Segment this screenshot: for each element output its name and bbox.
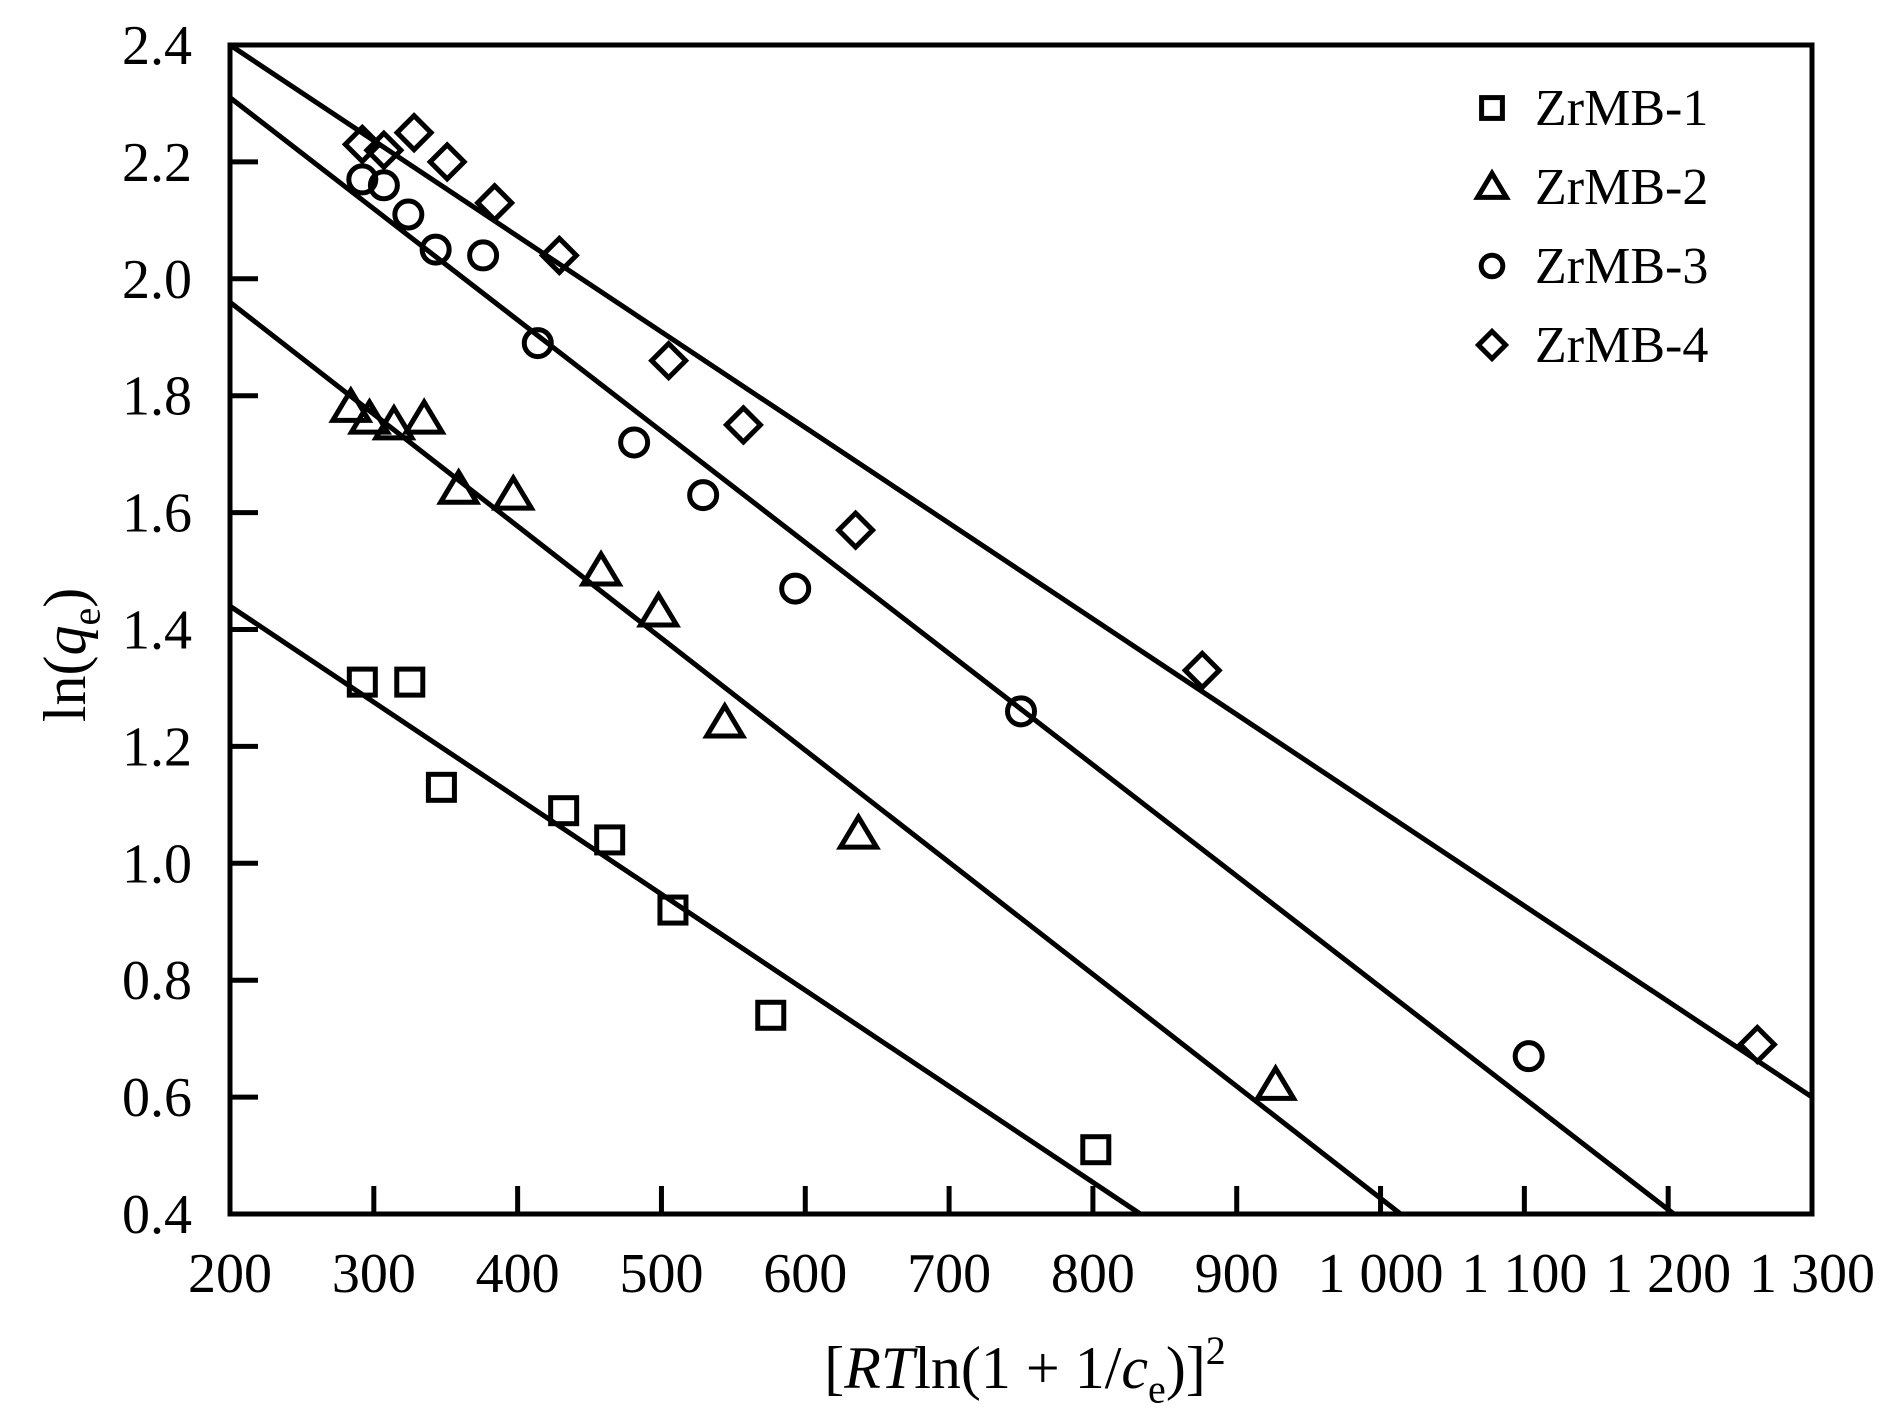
marker-square xyxy=(346,666,378,698)
x-tick-label: 600 xyxy=(763,1243,847,1305)
marker-triangle xyxy=(1253,1063,1298,1101)
marker-circle xyxy=(687,479,720,512)
axis-title-part: e xyxy=(63,608,108,626)
marker-square xyxy=(657,894,689,926)
legend-entry: ZrMB-1 xyxy=(1479,80,1708,137)
marker-triangle xyxy=(836,812,881,850)
marker-triangle xyxy=(371,403,417,441)
marker-circle xyxy=(367,169,400,202)
axis-title-part: [ xyxy=(824,1335,844,1401)
marker-diamond xyxy=(426,141,468,183)
x-tick-label: 700 xyxy=(907,1243,991,1305)
y-tick-label: 2.0 xyxy=(122,249,192,311)
x-tick-label: 800 xyxy=(1051,1243,1135,1305)
y-tick-label: 1.0 xyxy=(122,833,192,895)
legend-label: ZrMB-4 xyxy=(1535,317,1708,374)
legend-entry: ZrMB-4 xyxy=(1474,317,1708,374)
legend: ZrMB-1 ZrMB-2 ZrMB-3 ZrMB-4 xyxy=(1473,80,1708,374)
marker-square xyxy=(594,824,626,856)
marker-triangle xyxy=(401,397,447,435)
fit-line-ZrMB-2 xyxy=(228,300,1403,1216)
axis-title-part: RT xyxy=(843,1335,918,1401)
x-tick-label: 500 xyxy=(619,1243,703,1305)
x-tick-label: 1 100 xyxy=(1461,1243,1587,1305)
legend-label: ZrMB-1 xyxy=(1535,80,1708,137)
legend-entry: ZrMB-3 xyxy=(1478,238,1708,295)
axis-title-part: ln(1 + 1/ xyxy=(914,1335,1121,1401)
marker-triangle xyxy=(328,385,374,423)
series-ZrMB-4 xyxy=(341,112,1778,1066)
marker-diamond xyxy=(341,123,383,165)
fit-line-ZrMB-3 xyxy=(228,95,1676,1216)
axis-title-part: ln( xyxy=(32,656,98,723)
marker-circle xyxy=(618,426,651,459)
marker-circle xyxy=(346,163,379,196)
axis-title-part: c xyxy=(1121,1335,1148,1401)
marker-square xyxy=(425,771,457,803)
legend-marker-square xyxy=(1479,95,1505,121)
marker-square xyxy=(548,795,580,827)
marker-circle xyxy=(1005,695,1037,728)
series-ZrMB-3 xyxy=(346,163,1545,1073)
x-tick-label: 200 xyxy=(188,1243,272,1305)
marker-diamond xyxy=(835,509,877,551)
legend-marker-triangle xyxy=(1473,168,1511,200)
marker-triangle xyxy=(702,701,748,739)
marker-diamond xyxy=(363,129,405,171)
y-tick-label: 0.4 xyxy=(122,1184,192,1246)
marker-diamond xyxy=(474,182,516,224)
marker-diamond xyxy=(1181,649,1223,691)
marker-diamond xyxy=(722,404,764,446)
marker-circle xyxy=(1512,1040,1545,1073)
x-tick-label: 1 000 xyxy=(1318,1243,1444,1305)
x-tick-label: 900 xyxy=(1195,1243,1279,1305)
legend-label: ZrMB-2 xyxy=(1535,159,1708,216)
marker-diamond xyxy=(648,340,690,382)
y-tick-label: 1.4 xyxy=(122,600,192,662)
x-tick-label: 1 200 xyxy=(1605,1243,1731,1305)
legend-marker-diamond xyxy=(1474,327,1510,363)
marker-circle xyxy=(521,327,554,360)
legend-entry: ZrMB-2 xyxy=(1473,159,1708,216)
y-tick-label: 1.2 xyxy=(122,716,192,778)
y-axis-title: ln(qe) xyxy=(32,588,108,722)
marker-circle xyxy=(779,572,812,605)
marker-diamond xyxy=(393,112,435,154)
series-ZrMB-1 xyxy=(346,666,1112,1166)
axis-title-part: q xyxy=(32,626,98,656)
marker-circle xyxy=(392,198,425,231)
marker-triangle xyxy=(636,590,681,628)
legend-label: ZrMB-3 xyxy=(1535,238,1708,295)
y-tick-label: 1.8 xyxy=(122,366,192,428)
x-tick-label: 1 300 xyxy=(1749,1243,1875,1305)
y-tick-label: 0.6 xyxy=(122,1067,192,1129)
x-axis-title: [RTln(1 + 1/ce)]2 xyxy=(824,1328,1226,1404)
series-ZrMB-2 xyxy=(328,385,1298,1101)
legend-marker-circle xyxy=(1478,252,1506,280)
x-tick-label: 400 xyxy=(476,1243,560,1305)
axis-title-part: 2 xyxy=(1206,1328,1226,1373)
marker-diamond xyxy=(538,234,580,276)
y-tick-label: 1.6 xyxy=(122,483,192,545)
marker-triangle xyxy=(578,549,624,587)
marker-triangle xyxy=(347,397,392,435)
y-tick-label: 2.2 xyxy=(122,132,192,194)
marker-circle xyxy=(419,233,452,266)
y-tick-label: 0.8 xyxy=(122,950,192,1012)
x-tick-label: 300 xyxy=(332,1243,416,1305)
marker-triangle xyxy=(490,473,536,511)
marker-circle xyxy=(467,239,500,272)
axis-title-part: ) xyxy=(32,588,98,608)
y-tick-label: 2.4 xyxy=(122,15,192,77)
axis-title-part: )] xyxy=(1166,1335,1206,1401)
marker-square xyxy=(755,999,787,1031)
axis-title-part: e xyxy=(1148,1366,1166,1404)
marker-diamond xyxy=(1736,1023,1778,1066)
marker-triangle xyxy=(436,467,482,505)
marker-square xyxy=(394,666,426,698)
marker-square xyxy=(1080,1134,1112,1166)
